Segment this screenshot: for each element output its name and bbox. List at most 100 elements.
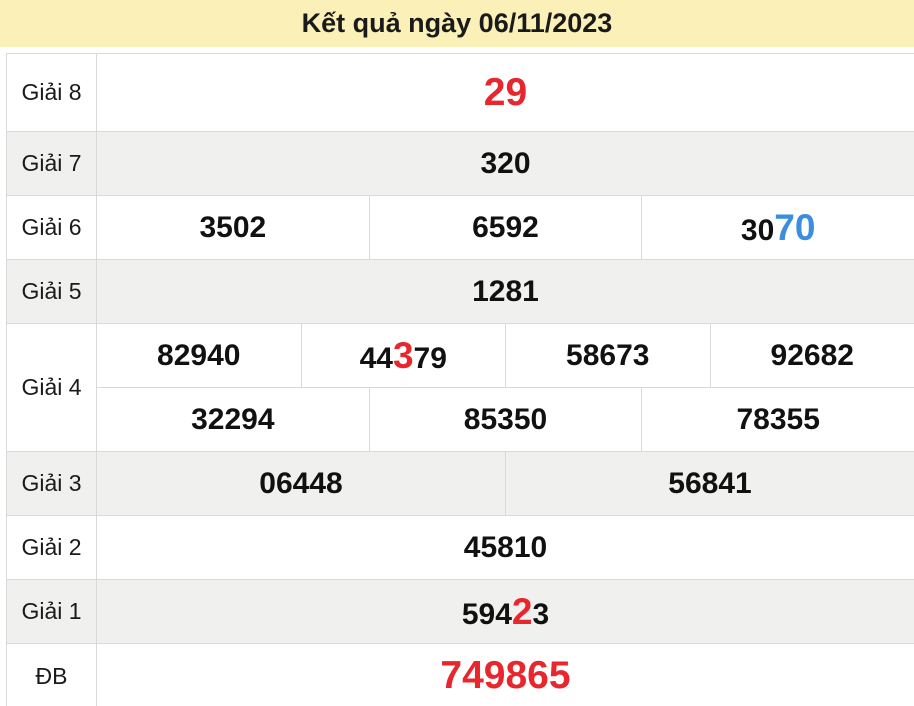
- prize-row-g4: Giải 4 82940 44379 58673 92682 32294 85350 7835…: [7, 324, 914, 452]
- prize-number-cell: 56841: [505, 452, 914, 515]
- prize-number-cell: 3502: [97, 196, 369, 259]
- prize-label: Giải 8: [7, 54, 97, 131]
- prize-number-cell: 85350: [368, 388, 642, 451]
- prize-label: Giải 1: [7, 580, 97, 643]
- prize-label: Giải 5: [7, 260, 97, 323]
- prize-row-g1: Giải 1 59423: [7, 580, 914, 644]
- prize-row-g6: Giải 6 3502 6592 3070: [7, 196, 914, 260]
- prize-number: 45810: [464, 531, 547, 565]
- prize-number-cell: 29: [97, 54, 914, 131]
- prize-number-cell: 320: [97, 132, 914, 195]
- prize-content: 3502 6592 3070: [97, 196, 914, 259]
- prize-digits: 32294: [191, 402, 275, 436]
- prize-number-cell: 06448: [97, 452, 505, 515]
- results-table: Giải 8 29 Giải 7 320 Giải 6 3502 6592 3070 Giải …: [6, 53, 914, 706]
- prize-digits: 1281: [472, 274, 539, 308]
- prize-line: 82940 44379 58673 92682: [97, 324, 914, 387]
- prize-number: 85350: [464, 403, 547, 437]
- prize-label: Giải 3: [7, 452, 97, 515]
- prize-digits: 594: [461, 597, 512, 631]
- prize-digits: 3: [532, 597, 550, 631]
- prize-content: 06448 56841: [97, 452, 914, 515]
- prize-label: Giải 7: [7, 132, 97, 195]
- prize-number-cell: 45810: [97, 516, 914, 579]
- prize-number: 92682: [771, 339, 854, 373]
- prize-content: 29: [97, 54, 914, 131]
- prize-number: 82940: [157, 339, 240, 373]
- prize-row-g2: Giải 2 45810: [7, 516, 914, 580]
- prize-number: 6592: [472, 211, 539, 245]
- prize-number-cell: 78355: [641, 388, 914, 451]
- prize-number-cell: 1281: [97, 260, 914, 323]
- prize-line: 749865: [97, 644, 914, 706]
- prize-number: 320: [480, 147, 530, 181]
- prize-number: 06448: [259, 467, 342, 501]
- prize-row-g5: Giải 5 1281: [7, 260, 914, 324]
- prize-digits: 30: [740, 213, 775, 247]
- prize-content: 749865: [97, 644, 914, 706]
- prize-line: 45810: [97, 516, 914, 579]
- prize-content: 59423: [97, 580, 914, 643]
- highlighted-digits: 29: [483, 70, 528, 114]
- prize-number: 59423: [462, 591, 549, 633]
- results-header: Kết quả ngày 06/11/2023: [0, 0, 914, 47]
- prize-digits: 3502: [199, 210, 267, 244]
- prize-number: 29: [484, 71, 527, 115]
- prize-number: 32294: [191, 403, 274, 437]
- prize-number-cell: 32294: [97, 388, 369, 451]
- prize-number: 56841: [668, 467, 751, 501]
- prize-label: Giải 2: [7, 516, 97, 579]
- prize-label: Giải 4: [7, 324, 97, 451]
- highlighted-digits: 2: [511, 590, 533, 632]
- prize-digits: 320: [480, 146, 531, 180]
- prize-line: 320: [97, 132, 914, 195]
- prize-digits: 6592: [472, 210, 539, 244]
- prize-label: Giải 6: [7, 196, 97, 259]
- prize-number: 3070: [741, 207, 816, 249]
- highlighted-digits: 3: [392, 334, 414, 376]
- prize-label: ĐB: [7, 644, 97, 706]
- prize-number: 78355: [736, 403, 819, 437]
- prize-digits: 06448: [259, 466, 343, 500]
- prize-content: 82940 44379 58673 92682 32294 85350 78355: [97, 324, 914, 451]
- prize-digits: 85350: [463, 402, 548, 436]
- prize-digits: 79: [413, 341, 447, 375]
- prize-line: 3502 6592 3070: [97, 196, 914, 259]
- prize-line: 59423: [97, 580, 914, 643]
- prize-digits: 58673: [566, 338, 650, 372]
- prize-row-g8: Giải 8 29: [7, 54, 914, 132]
- prize-number: 58673: [566, 339, 649, 373]
- prize-content: 320: [97, 132, 914, 195]
- page-title: Kết quả ngày 06/11/2023: [301, 8, 613, 38]
- highlighted-digits: 70: [774, 206, 816, 248]
- prize-digits: 92682: [770, 338, 854, 372]
- prize-number: 1281: [472, 275, 539, 309]
- prize-line: 1281: [97, 260, 914, 323]
- prize-number: 749865: [440, 654, 570, 698]
- prize-number-cell: 6592: [368, 196, 642, 259]
- prize-number-cell: 3070: [641, 196, 914, 259]
- prize-line: 32294 85350 78355: [97, 387, 914, 451]
- prize-line: 06448 56841: [97, 452, 914, 515]
- prize-number-cell: 59423: [97, 580, 914, 643]
- prize-content: 45810: [97, 516, 914, 579]
- prize-digits: 44: [359, 341, 393, 375]
- prize-number-cell: 58673: [505, 324, 710, 387]
- prize-row-g3: Giải 3 06448 56841: [7, 452, 914, 516]
- prize-line: 29: [97, 54, 914, 131]
- prize-number-cell: 82940: [97, 324, 301, 387]
- highlighted-digits: 749865: [440, 654, 571, 697]
- prize-number-cell: 749865: [97, 644, 914, 706]
- prize-number: 44379: [360, 335, 447, 377]
- prize-digits: 56841: [668, 466, 752, 500]
- prize-number-cell: 92682: [709, 324, 914, 387]
- prize-number-cell: 44379: [300, 324, 506, 387]
- prize-row-g7: Giải 7 320: [7, 132, 914, 196]
- prize-content: 1281: [97, 260, 914, 323]
- prize-row-db: ĐB 749865: [7, 644, 914, 706]
- prize-digits: 45810: [463, 530, 548, 564]
- prize-digits: 82940: [157, 338, 241, 372]
- prize-digits: 78355: [736, 402, 820, 436]
- prize-number: 3502: [199, 211, 266, 245]
